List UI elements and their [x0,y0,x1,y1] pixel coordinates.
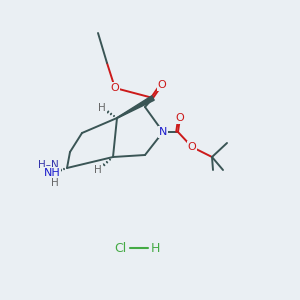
Polygon shape [117,96,154,118]
Text: O: O [188,142,196,152]
Text: O: O [158,80,166,90]
Text: H: H [150,242,160,254]
Text: O: O [111,83,119,93]
Text: N: N [159,127,167,137]
Text: H: H [48,168,56,178]
Text: NH: NH [44,168,60,178]
Text: H: H [98,103,106,113]
Text: O: O [176,113,184,123]
Text: H: H [51,178,59,188]
Text: Cl: Cl [114,242,126,254]
Text: H–N: H–N [38,160,58,170]
Text: H: H [94,165,102,175]
